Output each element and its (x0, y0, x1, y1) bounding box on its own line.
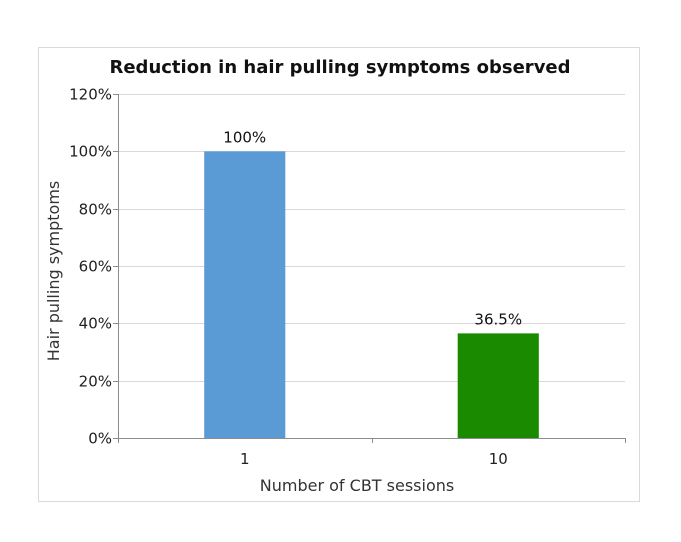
y-tick-label: 80% (79, 201, 112, 219)
y-tick-label: 40% (79, 315, 112, 333)
y-tick-label: 20% (79, 373, 112, 391)
data-label: 100% (223, 128, 266, 146)
x-tick-label: 10 (489, 450, 508, 468)
x-tick-label: 1 (240, 450, 250, 468)
data-label: 36.5% (474, 310, 522, 328)
y-tick-label: 60% (79, 258, 112, 276)
axes: 0% 20% 40% 60% 80% 100% 120% 1 10 (69, 86, 626, 468)
y-axis-label: Hair pulling symptoms (44, 181, 63, 362)
y-tick-label: 100% (69, 143, 112, 161)
bars (204, 151, 539, 439)
y-tick-label: 120% (69, 86, 112, 104)
x-axis-label: Number of CBT sessions (260, 476, 454, 495)
data-labels: 100% 36.5% (223, 128, 522, 328)
chart-frame (38, 47, 640, 502)
gridlines (118, 94, 625, 382)
bar-10 (457, 333, 539, 438)
bar-1 (204, 151, 286, 439)
y-tick-label: 0% (88, 430, 112, 448)
chart-title: Reduction in hair pulling symptoms obser… (109, 57, 570, 78)
